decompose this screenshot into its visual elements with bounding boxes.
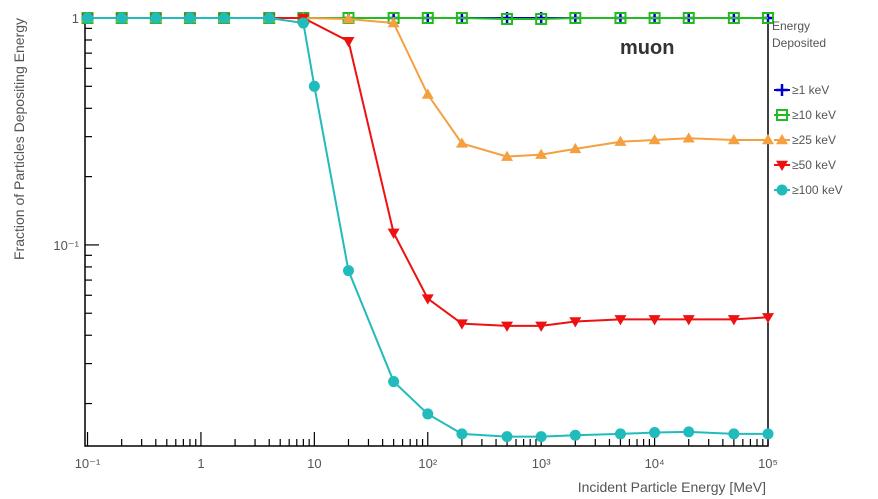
data-point — [501, 431, 513, 443]
data-point — [649, 427, 661, 439]
data-point — [421, 88, 434, 99]
series-line — [87, 17, 769, 327]
x-tick-label: 10² — [418, 456, 437, 471]
data-point — [727, 133, 740, 145]
y-tick-label: 1 — [72, 11, 79, 26]
data-point — [455, 137, 468, 148]
legend-entry-label: ≥1 keV — [792, 83, 829, 97]
legend-entry-label: ≥10 keV — [792, 108, 836, 122]
data-point — [569, 142, 582, 154]
data-point — [762, 12, 774, 24]
y-axis-label: Fraction of Particles Depositing Energy — [11, 18, 27, 260]
x-tick-label: 10⁵ — [758, 456, 778, 471]
legend-title: Deposited — [772, 36, 826, 50]
data-point — [422, 408, 434, 420]
data-point — [297, 17, 309, 29]
data-point — [535, 321, 548, 332]
y-tick-label: 10⁻¹ — [53, 238, 79, 253]
series-2 — [81, 12, 774, 161]
data-point — [728, 428, 740, 440]
data-point — [762, 313, 774, 324]
data-point — [569, 12, 582, 24]
data-point — [535, 148, 548, 159]
data-point — [421, 294, 434, 305]
series-3 — [81, 13, 774, 332]
data-point — [614, 315, 627, 326]
chart-annotation: muon — [620, 37, 674, 59]
data-point — [456, 428, 468, 440]
data-point — [308, 80, 320, 92]
legend-entry-label: ≥25 keV — [792, 133, 836, 147]
data-point — [614, 428, 626, 440]
data-point — [218, 12, 230, 24]
data-point — [501, 321, 514, 332]
plot-frame — [84, 17, 769, 447]
data-point — [387, 17, 400, 28]
data-point — [342, 37, 355, 48]
x-tick-label: 1 — [197, 456, 204, 471]
x-tick-label: 10⁻¹ — [75, 456, 101, 471]
legend-entry-label: ≥50 keV — [792, 158, 836, 172]
data-point — [82, 12, 94, 24]
data-point — [263, 12, 275, 24]
data-point — [535, 431, 547, 443]
series-4 — [82, 12, 774, 443]
data-point — [501, 150, 514, 161]
data-point — [569, 317, 582, 328]
series-line — [87, 17, 768, 438]
legend-title: Energy — [772, 19, 810, 33]
data-point — [682, 132, 695, 143]
data-point — [455, 12, 468, 24]
data-point — [387, 228, 400, 239]
data-point — [614, 12, 627, 24]
data-point — [184, 12, 196, 24]
data-point — [421, 12, 434, 24]
data-point — [682, 12, 695, 24]
legend-entry-label: ≥100 keV — [792, 183, 843, 197]
plot-area — [84, 17, 769, 447]
data-point — [388, 376, 400, 388]
x-axis-label: Incident Particle Energy [MeV] — [578, 479, 766, 495]
data-point — [683, 426, 695, 438]
series-layer — [81, 12, 774, 443]
data-point — [762, 428, 774, 440]
data-point — [762, 133, 774, 145]
legend: Energy Deposited ≥1 keV ≥10 keV ≥25 keV ≥50 k… — [772, 19, 843, 197]
data-point — [682, 315, 695, 326]
axes: 10⁻¹ 1 10 10² 10³ 10⁴ 10⁵ 10⁻¹ 1 — [53, 11, 778, 471]
data-point — [455, 319, 468, 330]
data-point — [535, 12, 548, 25]
x-tick-label: 10³ — [532, 456, 551, 471]
data-point — [727, 315, 740, 326]
data-point — [116, 12, 128, 24]
x-tick-label: 10⁴ — [645, 456, 665, 471]
data-point — [569, 429, 581, 441]
data-point — [150, 12, 162, 24]
data-point — [648, 133, 661, 145]
data-point — [648, 315, 661, 326]
data-point — [342, 265, 354, 277]
data-point — [648, 12, 661, 24]
data-point — [727, 12, 740, 24]
data-point — [342, 12, 355, 24]
x-tick-label: 10 — [307, 456, 321, 471]
data-point — [614, 135, 627, 146]
data-point — [501, 12, 514, 25]
